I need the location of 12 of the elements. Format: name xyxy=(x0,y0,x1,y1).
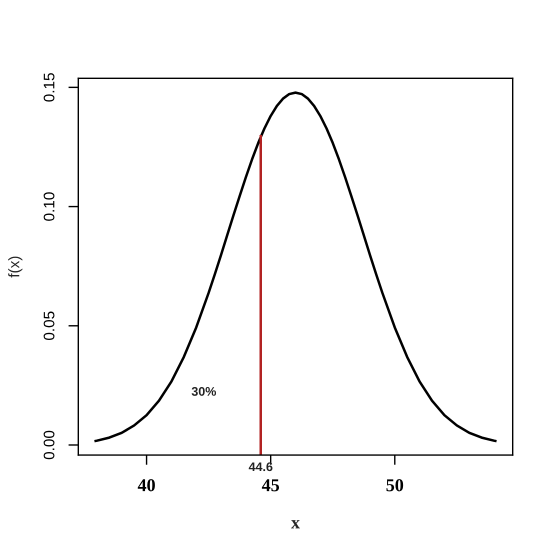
x-tick-label: 50 xyxy=(386,479,404,492)
x-tick-label: 40 xyxy=(138,479,155,492)
y-tick-label: 0.00 xyxy=(44,430,54,460)
y-axis-title: f(x) xyxy=(8,256,22,278)
x-tick-label: 45 xyxy=(262,479,280,492)
y-tick-label: 0.10 xyxy=(44,192,54,221)
line-series xyxy=(93,91,498,442)
y-tick-label: 0.05 xyxy=(44,312,54,340)
y-tick-label: 0.15 xyxy=(44,73,54,102)
annotation: 30% xyxy=(192,386,216,396)
text: 44.6 xyxy=(248,462,272,472)
x-axis-title: x xyxy=(291,520,300,528)
